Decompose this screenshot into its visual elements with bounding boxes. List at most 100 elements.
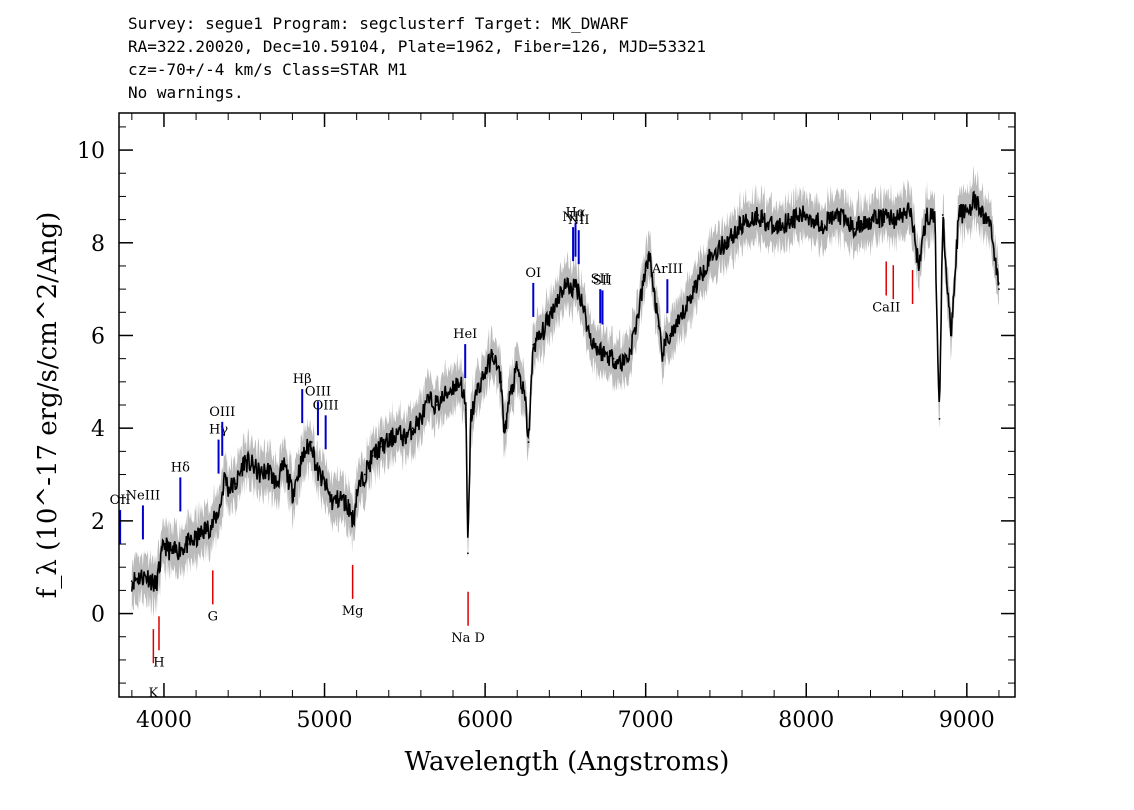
emission-label: OII [110,493,131,508]
flux-point [821,223,824,226]
flux-point [444,394,446,397]
flux-point [668,334,671,337]
flux-point [524,399,527,402]
y-tick-label: 6 [91,324,105,349]
flux-point [500,380,503,383]
flux-point [347,506,350,508]
flux-point [508,399,511,402]
axis-layer: 4000 5000 6000 7000 8000 9000 0 2 4 6 8 10 [77,113,1015,733]
emission-label: OIII [305,384,331,399]
flux-point [648,251,650,253]
flux-point [155,584,157,587]
emission-label: OIII [209,405,235,420]
emission-label: Hα [565,206,585,221]
flux-point [339,496,342,499]
flux-point [909,209,912,212]
flux-point [853,228,856,230]
flux-point [982,214,984,216]
flux-point [492,353,494,355]
flux-point [224,473,226,476]
flux-point [949,334,952,337]
flux-point [139,575,141,578]
flux-point [693,288,695,290]
flux-point [789,218,792,221]
flux-point [363,473,366,476]
emission-label: OIII [313,398,339,413]
y-axis-title: f_λ (10^-17 erg/s/cm^2/Ang) [33,212,63,598]
flux-point [998,288,1000,290]
x-tick-label: 5000 [297,708,353,733]
flux-point [195,538,198,541]
flux-point [933,218,936,221]
flux-point [464,408,467,411]
flux-point [355,492,358,494]
y-tick-label: 2 [91,510,105,535]
flux-point [227,487,230,490]
emission-label: ArIII [651,262,683,277]
emission-label: NII [568,213,590,228]
flux-point [428,399,430,402]
flux-line-layer [130,190,1000,592]
flux-point [540,334,543,337]
flux-point [527,441,530,443]
flux-point [580,297,583,300]
flux-point [147,575,149,578]
error-band-layer [131,165,999,619]
flux-point [187,543,189,545]
flux-point [773,228,775,230]
flux-point [676,325,679,328]
y-tick-label: 10 [77,139,105,164]
flux-point [467,552,469,555]
flux-point [371,455,374,457]
flux-point [403,436,406,439]
flux-point [620,362,623,365]
flux-point [596,348,599,351]
flux-point [379,445,382,448]
x-tick-label: 6000 [457,708,513,733]
flux-point [315,469,318,471]
absorption-label: K [149,686,159,701]
flux-point [805,214,808,216]
flux-point [548,316,551,318]
y-tick-label: 0 [91,603,105,628]
flux-point [657,325,660,328]
flux-point [709,255,711,258]
flux-point [387,441,390,443]
flux-point [604,353,607,355]
flux-point [516,367,519,369]
flux-point [130,580,133,582]
flux-point [203,529,206,531]
x-tick-label: 7000 [618,708,674,733]
flux-point [460,380,462,383]
flux-point [636,316,639,318]
flux-point [484,371,486,374]
y-tick-label: 8 [91,232,105,257]
flux-point [725,241,727,244]
flux-point [564,283,567,286]
flux-point [901,214,904,216]
flux-point [974,200,976,203]
flux-point [304,450,307,453]
flux-point [660,353,663,355]
flux-point [436,404,438,406]
flux-point [861,223,864,226]
flux-series-line [131,190,1000,592]
emission-label: SII [593,273,612,288]
flux-point [267,469,270,471]
flux-point [469,418,472,420]
flux-point [917,265,920,267]
absorption-label: G [208,609,218,624]
flux-point [885,214,888,216]
line-marker-layer: OIINeIIIHδHγOIIIHβOIIIOIIIHeIOINIIHαNIIS… [110,206,914,701]
flux-point [476,390,478,392]
flux-point [299,464,302,467]
error-band [131,165,999,619]
flux-point [757,214,759,216]
flux-point [352,520,355,522]
header-line-redshift-class: cz=-70+/-4 km/s Class=STAR M1 [128,60,408,79]
flux-point [741,223,743,226]
flux-point [990,223,992,226]
flux-point [893,218,896,221]
x-tick-label: 9000 [939,708,995,733]
